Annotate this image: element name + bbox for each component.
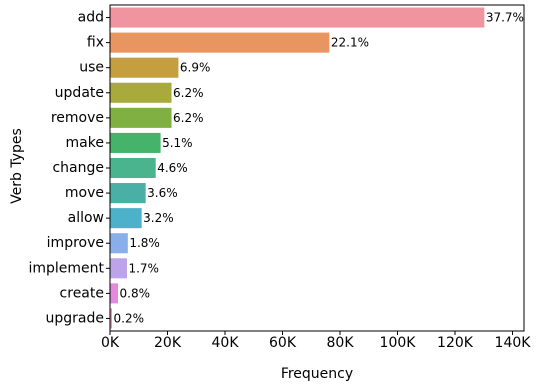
plot-border — [109, 4, 525, 332]
x-tick-label-80K: 80K — [327, 335, 355, 351]
y-tick-label-fix: fix — [87, 35, 104, 51]
y-axis: add fix use update remove make change move allow… — [28, 10, 110, 326]
data-labels-group: 37.7% 22.1% 6.9% 6.2% 6.2% 5.1% 4.6% 3.6% 3.2% 1.… — [114, 11, 524, 326]
x-tick-label-100K: 100K — [380, 335, 417, 351]
bar-implement — [110, 258, 127, 279]
x-axis-title: Frequency — [281, 366, 353, 382]
data-label-make: 5.1% — [162, 136, 193, 150]
x-tick-label-120K: 120K — [437, 335, 474, 351]
y-tick-label-create: create — [60, 285, 104, 301]
bars-group — [110, 7, 485, 329]
bar-add — [110, 7, 485, 28]
y-tick-label-add: add — [78, 10, 104, 26]
x-tick-label-20K: 20K — [154, 335, 182, 351]
data-label-use: 6.9% — [180, 61, 211, 75]
bar-upgrade — [110, 308, 113, 329]
y-axis-title: Verb Types — [9, 128, 25, 204]
bar-create — [110, 283, 119, 304]
data-label-add: 37.7% — [486, 11, 524, 25]
data-label-fix: 22.1% — [331, 36, 369, 50]
x-axis: 0K 20K 40K 60K 80K 100K 120K 140K — [101, 331, 531, 351]
y-tick-label-upgrade: upgrade — [46, 310, 104, 326]
y-tick-label-use: use — [79, 60, 104, 76]
bar-fix — [110, 32, 330, 53]
data-label-implement: 1.7% — [128, 261, 159, 275]
y-tick-label-update: update — [55, 85, 104, 101]
data-label-remove: 6.2% — [173, 111, 204, 125]
y-tick-label-remove: remove — [51, 110, 104, 126]
bar-make — [110, 132, 161, 153]
bar-update — [110, 82, 172, 103]
y-tick-label-move: move — [65, 185, 104, 201]
data-label-change: 4.6% — [157, 161, 188, 175]
bar-remove — [110, 107, 172, 128]
data-label-improve: 1.8% — [129, 236, 160, 250]
x-tick-label-0K: 0K — [101, 335, 120, 351]
y-tick-label-change: change — [52, 160, 104, 176]
bar-change — [110, 157, 156, 179]
y-tick-label-improve: improve — [47, 235, 104, 251]
data-label-move: 3.6% — [147, 186, 178, 200]
x-tick-label-60K: 60K — [269, 335, 297, 351]
y-tick-label-make: make — [66, 135, 104, 151]
x-tick-label-40K: 40K — [212, 335, 240, 351]
bar-move — [110, 183, 146, 204]
data-label-allow: 3.2% — [143, 211, 174, 225]
data-label-create: 0.8% — [120, 286, 151, 300]
plot-frame — [109, 4, 525, 332]
y-tick-label-implement: implement — [28, 260, 104, 276]
data-label-upgrade: 0.2% — [114, 311, 145, 325]
bar-allow — [110, 208, 142, 229]
bar-use — [110, 57, 179, 78]
x-tick-label-140K: 140K — [495, 335, 532, 351]
data-label-update: 6.2% — [173, 86, 204, 100]
y-tick-label-allow: allow — [68, 210, 104, 226]
bar-improve — [110, 233, 128, 254]
